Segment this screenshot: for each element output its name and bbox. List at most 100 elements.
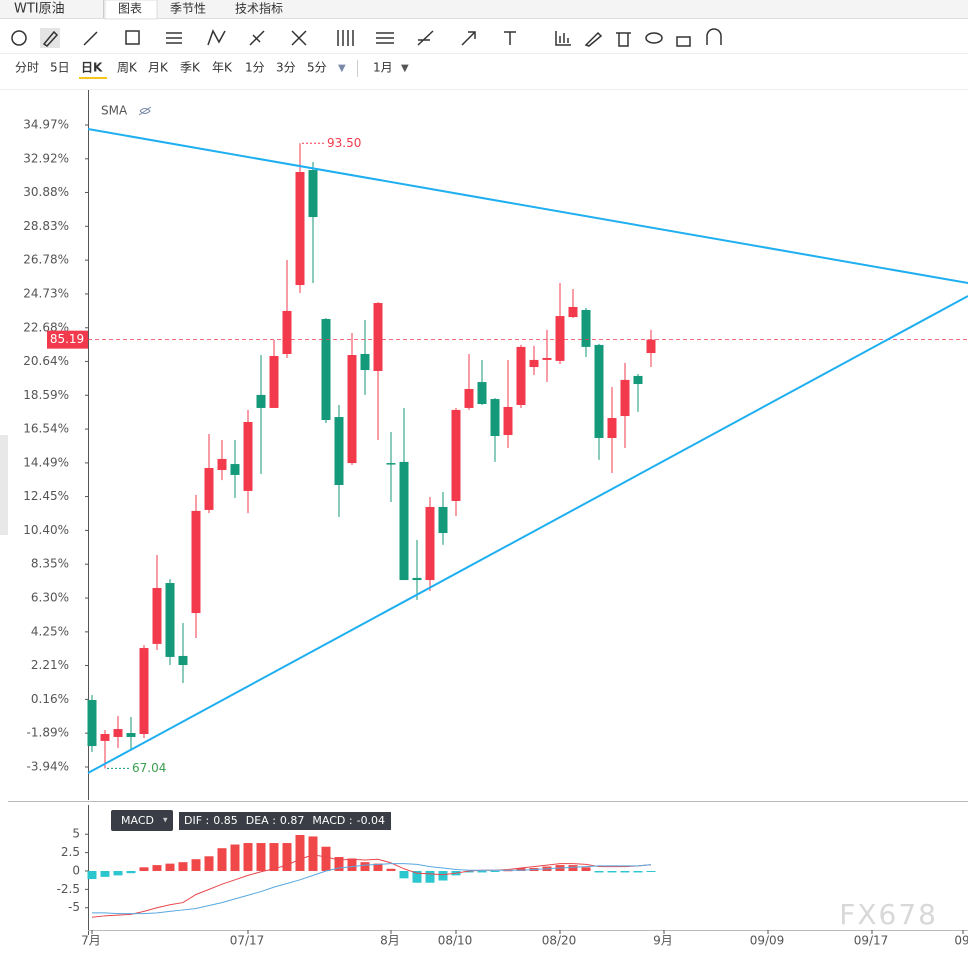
tool-icon[interactable]	[504, 31, 516, 45]
max-label: 93.50	[327, 136, 361, 150]
candle-body	[503, 406, 513, 436]
tool-icon[interactable]	[376, 32, 394, 44]
dropdown-arrow[interactable]: ▼	[338, 63, 346, 74]
y-tick-label: 18.59%	[23, 388, 69, 402]
candle-body	[321, 319, 331, 421]
tool-icon[interactable]	[125, 30, 140, 45]
candle-body	[412, 577, 422, 581]
indicator-badge[interactable]	[111, 810, 173, 831]
readout-box	[179, 812, 391, 830]
main-chart: -3.94% -1.89% 0.16% 2.21% 4.25% 6.30% 8.35% 10.…	[23, 117, 968, 775]
macd-bar	[204, 856, 214, 871]
tool-icon[interactable]	[584, 31, 603, 47]
period[interactable]: 5日	[50, 61, 70, 75]
tool-icon[interactable]	[417, 30, 434, 46]
macd-bar	[464, 870, 474, 873]
tool-icon[interactable]	[676, 36, 691, 47]
dropdown-arrow[interactable]: ▾	[163, 816, 168, 826]
macd-bar	[321, 846, 331, 871]
macd-bar	[243, 843, 253, 871]
tool-icon[interactable]	[616, 32, 631, 47]
y-tick-label: 6.30%	[31, 591, 69, 605]
macd-bar	[269, 843, 279, 871]
candle-body	[477, 382, 487, 404]
side-handle[interactable]	[0, 435, 8, 535]
macd-bar	[139, 867, 149, 871]
indicator-label: SMA	[101, 104, 128, 118]
trendline	[87, 128, 968, 284]
macd-bar	[373, 863, 383, 871]
y-tick-label: 12.45%	[23, 489, 69, 503]
tool-icon[interactable]	[11, 30, 27, 46]
macd-bar	[412, 870, 422, 883]
tool-icon[interactable]	[645, 32, 663, 44]
tool-icon[interactable]	[706, 28, 722, 45]
tool-icon[interactable]	[249, 30, 265, 46]
candle-body	[295, 172, 305, 286]
macd-bar	[516, 868, 526, 871]
y-tick-label: 8.35%	[31, 557, 69, 571]
macd-bar	[282, 843, 292, 871]
x-tick-label: 07/17	[230, 934, 265, 948]
range[interactable]: 1月	[373, 61, 393, 75]
candle-body	[568, 306, 578, 318]
candle-body	[555, 316, 565, 361]
period[interactable]: 1分	[245, 61, 265, 75]
y-tick-label: 26.78%	[23, 253, 69, 267]
tool-icon[interactable]	[337, 30, 354, 46]
macd-bar	[386, 868, 396, 871]
y-tick-label: -2.5	[57, 882, 80, 896]
period[interactable]: 月K	[148, 61, 169, 75]
candle-body	[178, 655, 188, 666]
period[interactable]: 3分	[276, 61, 296, 75]
candle-body	[191, 510, 201, 614]
candle-body	[282, 310, 292, 355]
readout-label: MACD :	[312, 814, 352, 827]
dropdown-arrow[interactable]: ▼	[401, 63, 409, 74]
candle-body	[308, 170, 318, 218]
macd-bar	[334, 857, 344, 871]
candle-body	[243, 421, 253, 491]
y-tick-label: 28.83%	[23, 219, 69, 233]
tool-icon[interactable]	[166, 32, 182, 44]
active-tab[interactable]	[104, 0, 158, 20]
candle-body	[542, 357, 552, 360]
macd-bar	[126, 870, 136, 874]
macd-bar	[477, 870, 487, 873]
tool-icon[interactable]	[83, 31, 98, 46]
candle-body	[230, 464, 240, 475]
tool-icon[interactable]	[42, 30, 59, 47]
macd-chart: 5 2.5 0 -2.5 -5 DIF : 0.85 DEA : 0.87 MACD : -0.04	[57, 814, 656, 918]
candle-body	[399, 461, 409, 581]
hide-icon[interactable]	[138, 106, 152, 116]
trendline	[87, 295, 968, 774]
watermark: FX678	[839, 898, 938, 931]
macd-bar	[633, 870, 643, 873]
tool-icon[interactable]	[461, 31, 476, 46]
period[interactable]: 季K	[180, 61, 201, 75]
period-bar: 分时 5日 日K 周K 月K 季K 年K 1分 3分 5分	[15, 61, 327, 79]
macd-bar	[178, 862, 188, 871]
tool-icon[interactable]	[291, 30, 307, 46]
y-tick-label: 2.5	[61, 845, 80, 859]
tab[interactable]: 季节性	[170, 2, 206, 16]
period[interactable]: 分时	[15, 61, 39, 75]
toolbar	[11, 28, 722, 48]
period[interactable]: 周K	[117, 61, 138, 75]
macd-bar	[230, 844, 240, 871]
tool-icon[interactable]	[207, 29, 226, 46]
tool-icon[interactable]	[555, 31, 571, 46]
candle-body	[347, 354, 357, 464]
x-tick-label: 9月	[653, 934, 673, 948]
tab[interactable]: 技术指标	[235, 1, 283, 16]
y-tick-label: 5	[72, 827, 80, 841]
y-tick-label: -1.89%	[27, 726, 69, 740]
candle-body	[607, 418, 617, 438]
period[interactable]: 日K	[81, 61, 103, 75]
last-price-box	[47, 330, 88, 349]
last-price-label: 85.19	[50, 332, 84, 346]
tab[interactable]: 图表	[118, 2, 142, 16]
period[interactable]: 5分	[307, 61, 327, 75]
period[interactable]: 年K	[212, 61, 233, 75]
